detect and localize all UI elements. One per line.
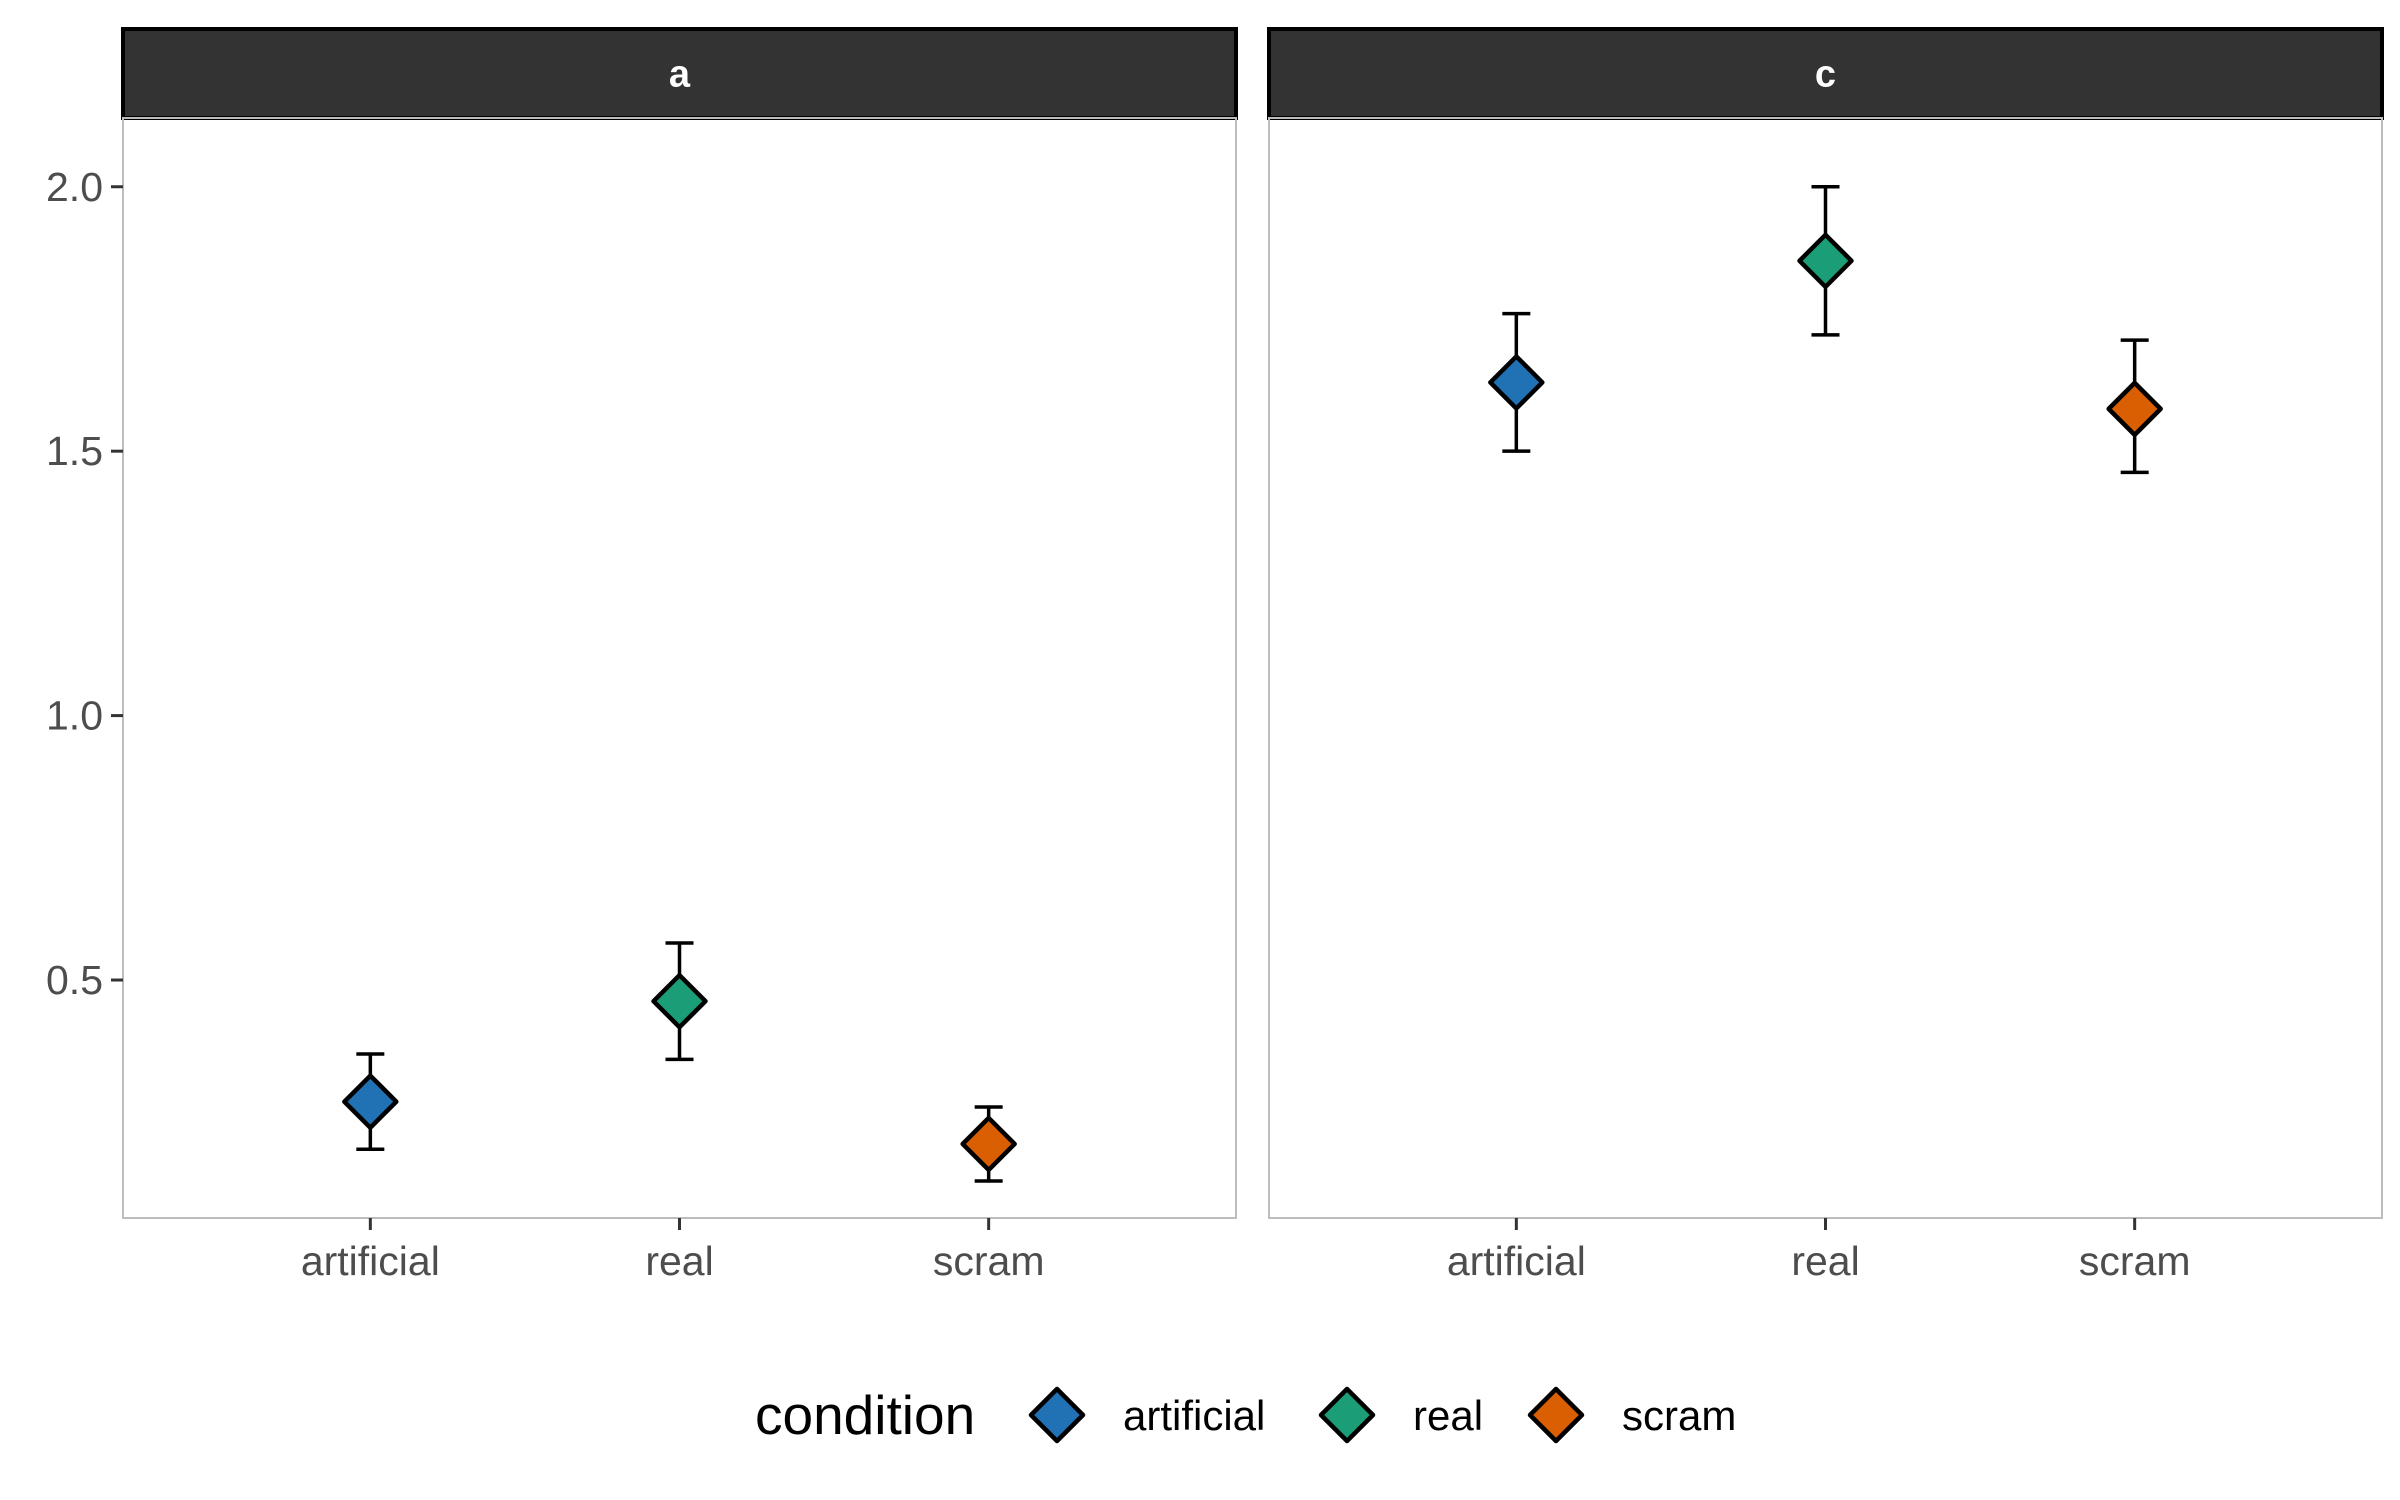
legend-label-scram: scram xyxy=(1622,1392,1736,1439)
legend-label-real: real xyxy=(1413,1392,1483,1439)
x-tick-label-a-artificial: artificial xyxy=(301,1238,440,1284)
point-c-real xyxy=(1797,232,1854,290)
legend-title: condition xyxy=(755,1384,975,1446)
point-a-real xyxy=(651,972,708,1030)
x-tick-label-c-real: real xyxy=(1791,1238,1859,1284)
x-tick-label-a-scram: scram xyxy=(933,1238,1045,1284)
legend-key-artificial xyxy=(1028,1386,1086,1444)
panel-c: c artificial real scram xyxy=(1267,27,2384,1284)
x-tick-label-c-scram: scram xyxy=(2079,1238,2191,1284)
strip-label-c: c xyxy=(1815,54,1836,96)
y-tick-label-1.5: 1.5 xyxy=(46,428,103,474)
legend-key-real xyxy=(1318,1386,1376,1444)
point-c-artificial xyxy=(1488,354,1545,411)
x-tick-label-c-artificial: artificial xyxy=(1447,1238,1586,1284)
panel-a: a artificial real scram xyxy=(121,27,1238,1284)
legend-label-artificial: artificial xyxy=(1123,1392,1265,1439)
y-tick-label-0.5: 0.5 xyxy=(46,957,103,1003)
y-tick-label-2.0: 2.0 xyxy=(46,164,103,210)
legend-key-scram xyxy=(1527,1386,1585,1444)
legend: condition artificial real scram xyxy=(755,1384,1736,1446)
strip-label-a: a xyxy=(669,54,691,96)
point-c-scram xyxy=(2106,380,2163,438)
y-tick-label-1.0: 1.0 xyxy=(46,693,103,739)
point-a-artificial xyxy=(342,1073,399,1130)
point-a-scram xyxy=(960,1115,1017,1173)
x-tick-label-a-real: real xyxy=(645,1238,713,1284)
strip-a xyxy=(121,27,1238,120)
